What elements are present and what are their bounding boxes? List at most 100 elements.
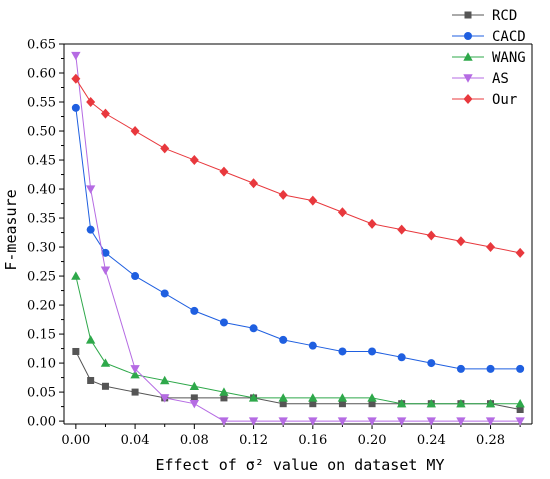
data-point-our bbox=[189, 155, 199, 166]
data-point-wang bbox=[248, 393, 259, 402]
legend-marker bbox=[464, 32, 472, 40]
data-point-cacd bbox=[279, 335, 288, 344]
data-point-our bbox=[100, 108, 110, 119]
legend-marker bbox=[463, 94, 473, 104]
data-point-cacd bbox=[338, 347, 347, 356]
data-point-our bbox=[219, 166, 229, 177]
y-tick-label: 0.65 bbox=[27, 38, 56, 53]
x-tick-label: 0.00 bbox=[61, 433, 90, 448]
data-point-wang bbox=[485, 398, 496, 408]
data-point-as bbox=[130, 365, 140, 374]
series-layer bbox=[71, 51, 525, 426]
series-line-our bbox=[75, 78, 521, 254]
data-point-our bbox=[249, 178, 259, 189]
data-point-wang bbox=[85, 335, 96, 344]
data-point-rcd bbox=[220, 394, 228, 402]
y-tick-label: 0.20 bbox=[27, 299, 56, 314]
data-point-wang bbox=[130, 369, 140, 379]
x-tick-label: 0.12 bbox=[239, 433, 268, 448]
data-point-cacd bbox=[160, 289, 169, 298]
legend-label: CACD bbox=[492, 29, 526, 45]
x-axis-label: Effect of σ² value on dataset MY bbox=[156, 456, 445, 474]
legend-item-our: Our bbox=[452, 92, 517, 108]
y-tick-label: 0.10 bbox=[27, 357, 56, 372]
data-point-cacd bbox=[101, 248, 110, 257]
x-tick-label: 0.08 bbox=[180, 433, 209, 448]
y-tick-label: 0.55 bbox=[27, 96, 56, 111]
series-our bbox=[71, 73, 525, 258]
data-point-rcd bbox=[87, 376, 95, 384]
data-point-rcd bbox=[190, 394, 198, 402]
data-point-our bbox=[367, 218, 377, 229]
legend: RCD CACD WANG AS Our bbox=[452, 8, 526, 108]
data-point-as bbox=[337, 417, 348, 426]
data-point-cacd bbox=[86, 225, 95, 234]
data-point-as bbox=[485, 417, 496, 426]
data-point-as bbox=[248, 417, 259, 426]
y-tick-label: 0.05 bbox=[27, 386, 56, 401]
data-point-our bbox=[308, 195, 318, 206]
y-tick-label: 0.00 bbox=[27, 415, 56, 430]
data-point-wang bbox=[71, 271, 81, 280]
data-point-cacd bbox=[190, 306, 199, 315]
legend-marker bbox=[464, 11, 472, 19]
data-point-our bbox=[71, 73, 81, 84]
y-tick-label: 0.35 bbox=[27, 212, 56, 227]
data-point-cacd bbox=[219, 318, 228, 327]
data-point-rcd bbox=[338, 400, 346, 408]
x-tick-label: 0.28 bbox=[476, 433, 505, 448]
data-point-as bbox=[367, 417, 377, 426]
y-tick-label: 0.40 bbox=[27, 183, 56, 198]
data-point-rcd bbox=[309, 400, 317, 408]
x-tick-label: 0.20 bbox=[358, 433, 387, 448]
data-point-as bbox=[71, 51, 81, 61]
data-point-cacd bbox=[486, 364, 495, 373]
data-point-wang bbox=[515, 398, 525, 408]
y-tick-label: 0.45 bbox=[27, 154, 56, 169]
data-point-our bbox=[278, 189, 288, 200]
data-point-rcd bbox=[516, 405, 524, 413]
data-point-wang bbox=[337, 393, 348, 402]
data-point-our bbox=[486, 242, 496, 253]
data-point-as bbox=[278, 417, 288, 426]
data-point-rcd bbox=[101, 382, 109, 390]
data-point-rcd bbox=[368, 400, 376, 408]
data-point-our bbox=[397, 224, 407, 235]
data-point-as bbox=[189, 399, 200, 409]
x-tick-label: 0.24 bbox=[417, 433, 446, 448]
data-point-as bbox=[515, 417, 525, 426]
data-point-as bbox=[160, 394, 170, 403]
data-point-wang bbox=[189, 381, 200, 390]
data-point-cacd bbox=[427, 359, 436, 368]
series-line-as bbox=[75, 55, 521, 422]
legend-label: AS bbox=[492, 71, 509, 87]
y-tick-label: 0.15 bbox=[27, 328, 56, 343]
data-point-cacd bbox=[249, 324, 258, 333]
data-point-our bbox=[130, 126, 140, 137]
data-point-rcd bbox=[279, 400, 287, 408]
data-point-cacd bbox=[131, 272, 140, 281]
legend-item-wang: WANG bbox=[452, 50, 526, 66]
series-wang bbox=[71, 271, 525, 408]
data-point-as bbox=[100, 266, 111, 275]
data-point-wang bbox=[100, 358, 111, 367]
legend-item-cacd: CACD bbox=[452, 29, 526, 45]
data-point-as bbox=[456, 417, 466, 426]
legend-label: WANG bbox=[492, 50, 526, 66]
data-point-our bbox=[86, 97, 96, 108]
data-point-cacd bbox=[71, 103, 80, 112]
data-point-wang bbox=[396, 398, 407, 408]
legend-item-rcd: RCD bbox=[452, 8, 517, 24]
series-as bbox=[71, 51, 525, 426]
data-point-rcd bbox=[72, 347, 80, 355]
data-point-wang bbox=[219, 387, 229, 396]
data-point-as bbox=[396, 417, 407, 426]
data-point-rcd bbox=[131, 388, 139, 396]
x-tick-label: 0.16 bbox=[298, 433, 327, 448]
y-tick-label: 0.60 bbox=[27, 67, 56, 82]
data-point-wang bbox=[278, 393, 288, 402]
y-tick-label: 0.50 bbox=[27, 125, 56, 140]
data-point-as bbox=[85, 185, 96, 194]
series-line-rcd bbox=[75, 351, 521, 410]
data-point-cacd bbox=[368, 347, 377, 356]
